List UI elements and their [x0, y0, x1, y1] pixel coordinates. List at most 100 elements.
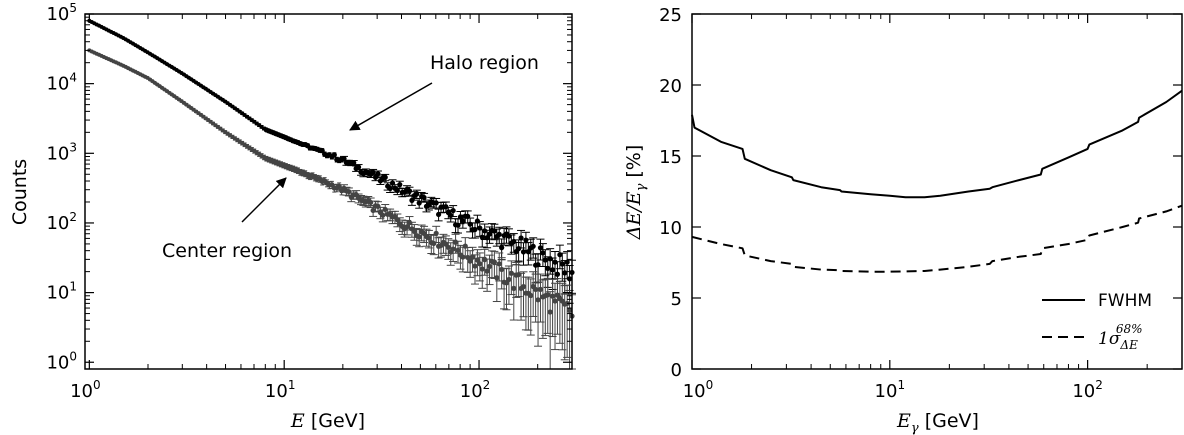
data-point — [394, 217, 400, 223]
data-point — [491, 228, 497, 234]
data-point — [496, 231, 502, 237]
data-point — [469, 254, 476, 260]
data-point — [433, 230, 439, 236]
left-y-tick-label-4: 104 — [46, 71, 77, 95]
legend-fwhm-label: FWHM — [1098, 291, 1152, 311]
legend: FWHM 1σΔE68% — [1042, 291, 1152, 352]
data-point — [479, 234, 485, 240]
data-point — [547, 309, 553, 315]
left-y-tick-label-0: 100 — [46, 349, 77, 373]
data-point — [491, 259, 497, 265]
data-point — [431, 240, 437, 247]
data-point — [506, 233, 512, 239]
data-point — [516, 271, 522, 278]
data-point — [472, 263, 478, 269]
counts-spectrum-chart: 100 101 102 100 101 102 103 104 105 Counts E [Ge… — [9, 1, 576, 432]
series-sigma68-line — [691, 204, 1183, 273]
data-point — [416, 200, 422, 206]
right-y-tick-label-4: 20 — [659, 76, 682, 97]
data-point — [355, 164, 362, 170]
data-point — [482, 228, 488, 234]
left-y-tick-label-5: 105 — [46, 1, 77, 25]
data-point — [545, 292, 551, 298]
left-data-layer — [87, 18, 576, 370]
data-point — [460, 218, 466, 224]
data-point — [397, 181, 403, 188]
data-point — [482, 256, 488, 263]
left-axes-layer: 100 101 102 100 101 102 103 104 105 — [46, 1, 573, 402]
left-x-tick-label-0: 100 — [70, 378, 101, 402]
data-point — [530, 243, 536, 249]
data-point — [375, 203, 381, 209]
data-point — [477, 261, 483, 267]
right-x-tick-label-0: 100 — [683, 378, 714, 402]
data-point — [545, 265, 551, 271]
data-point — [406, 188, 413, 194]
data-point — [554, 271, 561, 277]
data-point — [542, 257, 548, 263]
data-point — [346, 189, 352, 195]
data-point — [549, 293, 556, 299]
right-x-tick-label-2: 102 — [1072, 378, 1103, 402]
right-data-layer — [691, 89, 1183, 273]
data-point — [467, 258, 473, 264]
data-point — [452, 239, 459, 245]
data-point — [455, 247, 461, 253]
data-point — [457, 214, 464, 220]
right-y-tick-label-0: 0 — [671, 360, 682, 381]
data-point — [474, 218, 481, 224]
left-y-tick-label-1: 101 — [46, 280, 77, 304]
data-point — [533, 286, 539, 293]
data-point — [445, 244, 451, 250]
annotation-center-region: Center region — [162, 177, 292, 262]
data-point — [516, 246, 522, 252]
left-x-tick-label-2: 102 — [460, 378, 491, 402]
left-y-axis-label: Counts — [9, 159, 31, 225]
left-y-tick-label-3: 103 — [46, 140, 77, 164]
data-point — [499, 266, 505, 273]
data-point — [443, 204, 449, 210]
left-plot-frame — [84, 13, 573, 370]
data-point — [484, 268, 490, 274]
right-y-tick-label-1: 5 — [671, 289, 682, 310]
data-point — [426, 235, 432, 241]
data-point — [387, 185, 393, 192]
right-y-tick-label-3: 15 — [659, 147, 682, 168]
data-point — [486, 231, 493, 237]
data-point — [494, 275, 500, 281]
right-y-tick-label-2: 10 — [659, 218, 682, 239]
data-point — [499, 245, 505, 251]
data-point — [450, 207, 456, 214]
data-point — [496, 261, 502, 267]
data-point — [523, 237, 529, 243]
data-point — [375, 171, 381, 177]
data-point — [562, 270, 568, 276]
data-point — [450, 246, 456, 252]
data-point — [564, 259, 570, 265]
right-plot-frame — [691, 13, 1183, 370]
series-center — [87, 48, 576, 370]
data-point — [460, 254, 466, 260]
left-x-tick-label-1: 101 — [265, 378, 296, 402]
data-point — [520, 284, 527, 290]
data-point — [535, 262, 541, 268]
data-point — [368, 199, 374, 206]
data-point — [559, 261, 565, 267]
data-point — [382, 174, 388, 180]
data-point — [331, 152, 337, 158]
data-point — [518, 235, 524, 241]
data-point — [537, 286, 544, 293]
right-axes-layer: 100 101 102 0 5 10 15 20 25 — [659, 5, 1183, 402]
data-point — [486, 263, 493, 270]
data-point — [528, 292, 534, 299]
data-point — [448, 212, 454, 219]
data-point — [474, 257, 481, 263]
data-point — [416, 234, 422, 240]
annotation-halo-region: Halo region — [349, 52, 539, 131]
data-point — [506, 276, 512, 283]
data-point — [566, 276, 573, 282]
annotation-center-label: Center region — [162, 240, 292, 262]
data-point — [540, 250, 546, 256]
series-halo — [87, 18, 576, 304]
